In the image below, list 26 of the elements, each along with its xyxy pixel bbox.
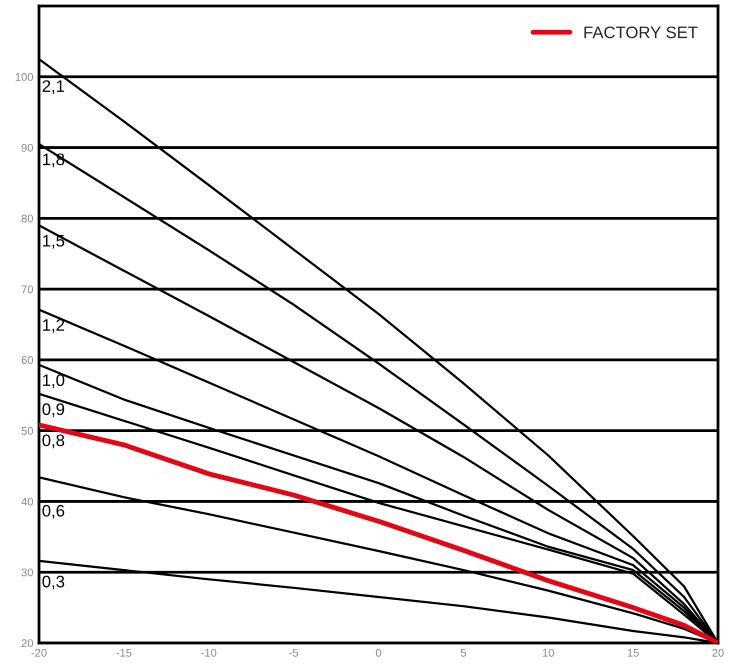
x-tick-label: 15 <box>628 648 639 657</box>
annotation: 0,8 <box>42 434 64 448</box>
annotation: 0,6 <box>42 504 64 519</box>
x-tick-label: -15 <box>116 648 132 657</box>
y-tick-label: 60 <box>22 356 34 364</box>
y-tick-label: 90 <box>22 144 34 152</box>
legend-label: FACTORY SET <box>584 26 698 38</box>
y-tick-label: 100 <box>16 73 34 81</box>
x-tick-label: -20 <box>31 648 47 657</box>
x-tick-label: 5 <box>460 648 466 657</box>
y-tick-label: 80 <box>22 214 34 222</box>
x-tick-label: 0 <box>376 648 382 657</box>
annotation: 1,0 <box>43 374 64 388</box>
y-tick-label: 40 <box>21 498 34 506</box>
annotation: 1,2 <box>43 319 64 333</box>
annotation: 2,1 <box>42 80 64 94</box>
x-tick-label: 20 <box>712 648 724 657</box>
y-tick-label: 50 <box>22 426 34 435</box>
x-tick-label: -5 <box>289 648 298 657</box>
x-tick-label: -10 <box>201 648 216 657</box>
y-tick-label: 70 <box>22 285 34 294</box>
y-tick-label: 30 <box>22 568 34 576</box>
y-tick-label: 20 <box>22 639 34 648</box>
annotation: 0,3 <box>42 576 64 590</box>
annotation: 0,9 <box>42 403 64 418</box>
x-tick-label: 10 <box>542 648 554 657</box>
